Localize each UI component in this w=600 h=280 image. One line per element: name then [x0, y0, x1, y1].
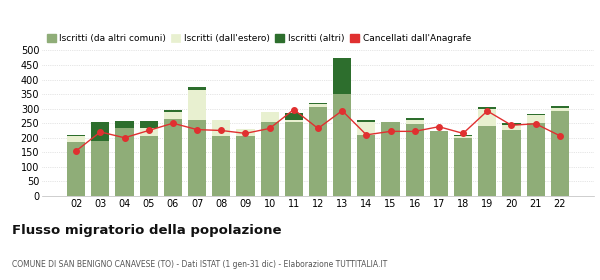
- Bar: [260, 112, 279, 122]
- Bar: [285, 120, 303, 122]
- Bar: [357, 122, 376, 135]
- Bar: [67, 136, 85, 142]
- Bar: [309, 103, 327, 104]
- Bar: [478, 107, 496, 109]
- Bar: [406, 118, 424, 120]
- Bar: [188, 120, 206, 196]
- Bar: [430, 131, 448, 196]
- Bar: [67, 142, 85, 196]
- Legend: Iscritti (da altri comuni), Iscritti (dall'estero), Iscritti (altri), Cancellati: Iscritti (da altri comuni), Iscritti (da…: [47, 34, 471, 43]
- Bar: [164, 110, 182, 111]
- Bar: [260, 122, 279, 196]
- Bar: [551, 108, 569, 111]
- Bar: [527, 115, 545, 123]
- Bar: [212, 136, 230, 196]
- Bar: [309, 104, 327, 107]
- Bar: [140, 121, 158, 128]
- Text: COMUNE DI SAN BENIGNO CANAVESE (TO) - Dati ISTAT (1 gen-31 dic) - Elaborazione T: COMUNE DI SAN BENIGNO CANAVESE (TO) - Da…: [12, 260, 387, 269]
- Bar: [333, 58, 351, 94]
- Bar: [236, 136, 254, 196]
- Bar: [502, 130, 521, 196]
- Bar: [285, 113, 303, 120]
- Bar: [357, 120, 376, 122]
- Bar: [212, 120, 230, 136]
- Bar: [67, 135, 85, 136]
- Bar: [551, 106, 569, 108]
- Bar: [502, 123, 521, 125]
- Bar: [382, 122, 400, 196]
- Bar: [188, 90, 206, 120]
- Bar: [478, 109, 496, 126]
- Bar: [406, 120, 424, 124]
- Bar: [454, 138, 472, 196]
- Bar: [188, 87, 206, 90]
- Bar: [551, 111, 569, 196]
- Bar: [236, 129, 254, 136]
- Text: Flusso migratorio della popolazione: Flusso migratorio della popolazione: [12, 224, 281, 237]
- Bar: [309, 107, 327, 196]
- Bar: [478, 126, 496, 196]
- Bar: [357, 135, 376, 196]
- Bar: [406, 124, 424, 196]
- Bar: [115, 128, 134, 196]
- Bar: [527, 114, 545, 115]
- Bar: [454, 135, 472, 136]
- Bar: [527, 123, 545, 196]
- Bar: [454, 136, 472, 138]
- Bar: [115, 121, 134, 128]
- Bar: [91, 122, 109, 141]
- Bar: [164, 119, 182, 196]
- Bar: [502, 125, 521, 130]
- Bar: [140, 136, 158, 196]
- Bar: [140, 128, 158, 136]
- Bar: [333, 94, 351, 196]
- Bar: [164, 111, 182, 119]
- Bar: [91, 141, 109, 196]
- Bar: [285, 122, 303, 196]
